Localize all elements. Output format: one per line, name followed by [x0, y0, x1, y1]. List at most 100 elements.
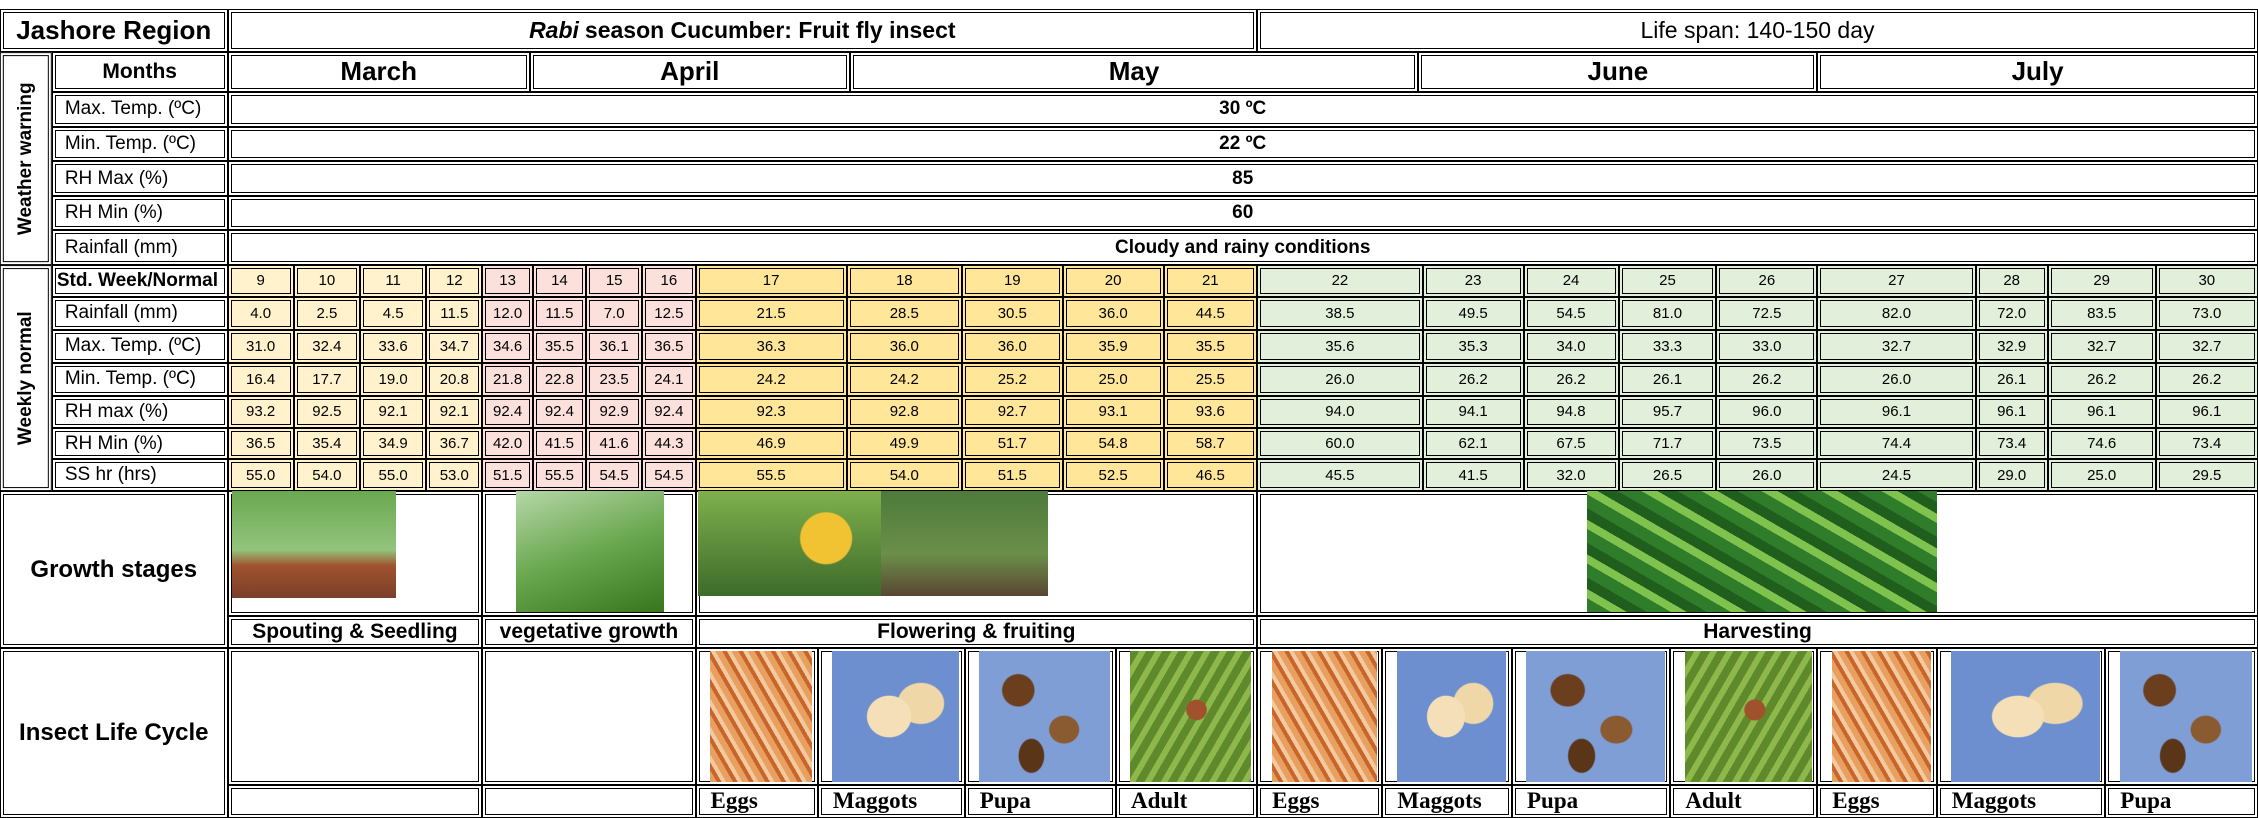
weekly-value: 73.4	[1976, 428, 2048, 460]
row-label: Max. Temp. (ºC)	[52, 92, 228, 127]
growth-stage: Spouting & Seedling	[228, 616, 483, 648]
weekly-value: 96.1	[1817, 396, 1975, 428]
weekly-value: 36.0	[962, 330, 1063, 363]
weekly-value: 19.0	[360, 363, 426, 396]
weekly-value: 11.5	[533, 297, 586, 330]
side-label: Weather warning	[0, 52, 52, 265]
weekly-value: 21.8	[482, 363, 532, 396]
weekly-value: 96.1	[1976, 396, 2048, 428]
weekly-value: 32.7	[2156, 330, 2258, 363]
week-number: 11	[360, 265, 426, 297]
page: Jashore RegionRabiseason Cucumber: Fruit…	[0, 0, 2258, 818]
week-number: 17	[696, 265, 847, 297]
weekly-value: 31.0	[228, 330, 294, 363]
weekly-value: 45.5	[1257, 459, 1423, 491]
weekly-value: 34.0	[1524, 330, 1619, 363]
weekly-value: 96.0	[1716, 396, 1817, 428]
weekly-value: 72.5	[1716, 297, 1817, 330]
warning-value: 85	[228, 161, 2258, 196]
weekly-value: 35.3	[1423, 330, 1524, 363]
weekly-value: 96.1	[2048, 396, 2156, 428]
weekly-value: 17.7	[294, 363, 360, 396]
photo	[1526, 651, 1664, 782]
insect-stage: Pupa	[965, 785, 1116, 818]
growth-stage: Flowering & fruiting	[696, 616, 1258, 648]
warning-value: 22 ºC	[228, 127, 2258, 162]
weekly-value: 11.5	[426, 297, 482, 330]
weekly-value: 51.5	[962, 459, 1063, 491]
photo	[698, 491, 881, 596]
weekly-value: 24.2	[847, 363, 962, 396]
weekly-value: 29.5	[2156, 459, 2258, 491]
weekly-value: 35.9	[1063, 330, 1164, 363]
weekly-value: 54.8	[1063, 428, 1164, 460]
weekly-value: 92.5	[294, 396, 360, 428]
insect-stage: Maggots	[818, 785, 965, 818]
weekly-value: 51.5	[482, 459, 532, 491]
weekly-value: 33.3	[1619, 330, 1717, 363]
week-number: 19	[962, 265, 1063, 297]
weekly-value: 38.5	[1257, 297, 1423, 330]
weekly-value: 62.1	[1423, 428, 1524, 460]
weekly-value: 24.2	[696, 363, 847, 396]
insect-label: Insect Life Cycle	[0, 648, 228, 818]
warning-value: 30 ºC	[228, 92, 2258, 127]
weekly-value: 26.1	[1619, 363, 1717, 396]
weekly-value: 26.0	[1257, 363, 1423, 396]
weekly-value: 55.5	[696, 459, 847, 491]
weekly-value: 34.6	[482, 330, 532, 363]
weekly-value: 30.5	[962, 297, 1063, 330]
months-label: Months	[52, 52, 228, 92]
weekly-value: 92.4	[482, 396, 532, 428]
weekly-value: 36.5	[228, 428, 294, 460]
weekly-value: 72.0	[1976, 297, 2048, 330]
weekly-value: 96.1	[2156, 396, 2258, 428]
weekly-value: 54.0	[847, 459, 962, 491]
weekly-value: 26.2	[1524, 363, 1619, 396]
weekly-value: 24.1	[642, 363, 695, 396]
life-span: Life span: 140-150 day	[1257, 9, 2258, 52]
photo	[979, 651, 1110, 782]
insect-image-cell	[228, 648, 483, 785]
week-number: 18	[847, 265, 962, 297]
weekly-value: 95.7	[1619, 396, 1717, 428]
weekly-value: 16.4	[228, 363, 294, 396]
row-label: SS hr (hrs)	[52, 459, 228, 491]
weekly-value: 73.5	[1716, 428, 1817, 460]
side-label: Weekly normal	[0, 265, 52, 491]
weekly-value: 22.8	[533, 363, 586, 396]
insect-stage: Pupa	[2105, 785, 2258, 818]
insect-stage: Maggots	[1382, 785, 1512, 818]
weekly-value: 73.0	[2156, 297, 2258, 330]
row-label: Min. Temp. (ºC)	[52, 363, 228, 396]
photo	[1685, 651, 1812, 782]
weekly-value: 49.9	[847, 428, 962, 460]
weekly-value: 44.3	[642, 428, 695, 460]
weekly-value: 34.7	[426, 330, 482, 363]
row-label: RH Max (%)	[52, 161, 228, 196]
weekly-value: 12.5	[642, 297, 695, 330]
weekly-value: 71.7	[1619, 428, 1717, 460]
week-number: 16	[642, 265, 695, 297]
insect-stage: Maggots	[1937, 785, 2105, 818]
week-number: 10	[294, 265, 360, 297]
weekly-value: 54.5	[642, 459, 695, 491]
insect-image-cell	[482, 648, 695, 785]
weekly-value: 33.0	[1716, 330, 1817, 363]
week-number: 26	[1716, 265, 1817, 297]
insect-stage: Pupa	[1512, 785, 1670, 818]
weekly-value: 54.0	[294, 459, 360, 491]
weekly-value: 32.7	[2048, 330, 2156, 363]
week-number: 24	[1524, 265, 1619, 297]
photo	[1130, 651, 1251, 782]
row-label: RH Min (%)	[52, 196, 228, 231]
row-label: Min. Temp. (ºC)	[52, 127, 228, 162]
weekly-value: 32.4	[294, 330, 360, 363]
warning-value: 60	[228, 196, 2258, 231]
weekly-value: 54.5	[1524, 297, 1619, 330]
month: July	[1817, 52, 2258, 92]
weekly-value: 52.5	[1063, 459, 1164, 491]
empty-cell	[228, 785, 483, 818]
weekly-value: 53.0	[426, 459, 482, 491]
month: June	[1418, 52, 1817, 92]
